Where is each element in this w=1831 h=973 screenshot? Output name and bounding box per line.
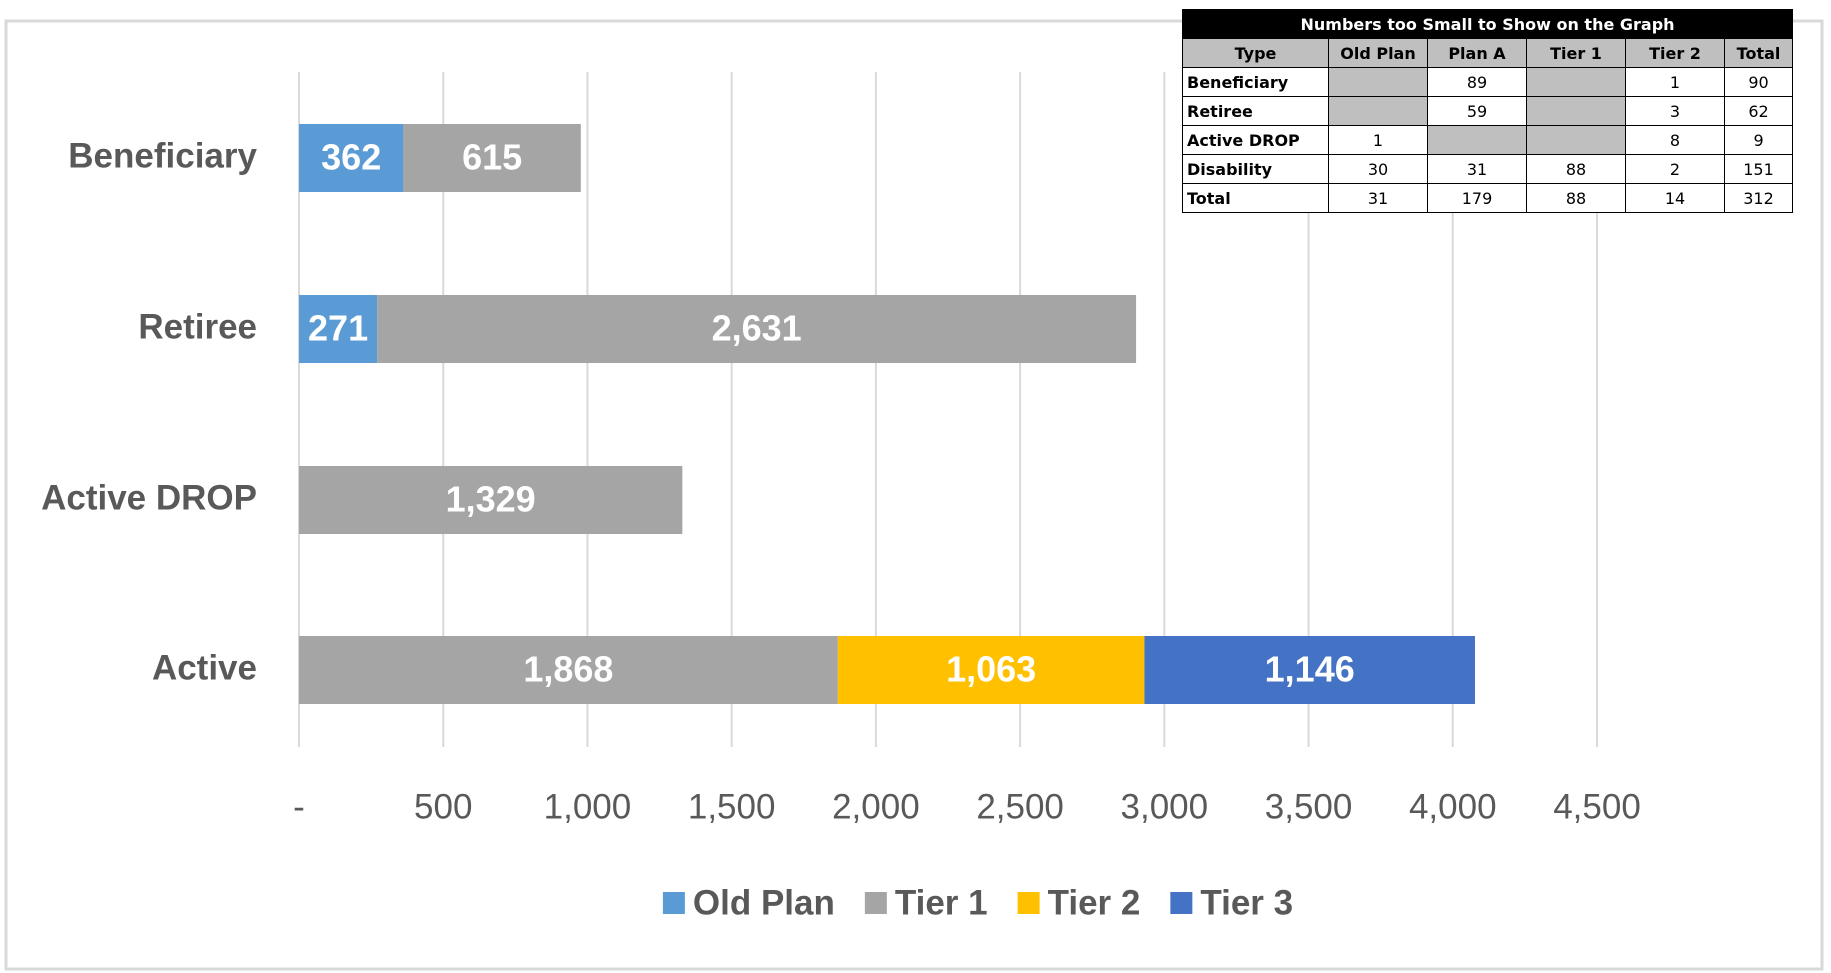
x-tick-label: 500: [414, 787, 472, 826]
table-cell: 151: [1723, 154, 1794, 184]
data-label: 1,146: [1265, 649, 1355, 690]
row-label: Disability: [1182, 154, 1329, 184]
y-tick-label: Active: [152, 648, 257, 687]
header-cell: Total: [1723, 38, 1794, 68]
header-cell: Old Plan: [1328, 38, 1428, 68]
row-label: Total: [1182, 183, 1329, 213]
legend-label: Old Plan: [693, 883, 835, 922]
table-row: Disability 30 31 88 2 151: [1182, 154, 1794, 184]
data-label: 1,063: [946, 649, 1036, 690]
table-cell: 2: [1625, 154, 1725, 184]
table-cell: 179: [1427, 183, 1527, 213]
x-tick-label: 3,500: [1265, 787, 1353, 826]
y-tick-label: Active DROP: [41, 478, 257, 517]
x-tick-label: 3,000: [1121, 787, 1209, 826]
table-row: Active DROP 1 8 9: [1182, 125, 1794, 155]
table-cell: 31: [1328, 183, 1428, 213]
table-cell: 31: [1427, 154, 1527, 184]
table-cell: 59: [1427, 96, 1527, 126]
legend-swatch: [662, 892, 685, 914]
blank-cell: [1526, 96, 1626, 126]
legend-label: Tier 1: [895, 883, 988, 922]
row-label: Active DROP: [1182, 125, 1329, 155]
table-cell: 90: [1723, 67, 1794, 97]
data-label: 615: [462, 137, 522, 178]
y-tick-label: Retiree: [138, 307, 257, 346]
table-cell: 88: [1526, 154, 1626, 184]
table-cell: 89: [1427, 67, 1527, 97]
small-numbers-table: Numbers too Small to Show on the Graph T…: [1181, 9, 1794, 213]
blank-cell: [1526, 67, 1626, 97]
table-cell: 312: [1723, 183, 1794, 213]
x-tick-label: 1,500: [688, 787, 776, 826]
bar-segment: [377, 295, 1137, 363]
x-tick-label: 4,500: [1553, 787, 1641, 826]
data-label: 1,329: [446, 479, 536, 520]
bar-segment: [299, 636, 838, 704]
table-header-row: Type Old Plan Plan A Tier 1 Tier 2 Total: [1182, 38, 1794, 68]
legend-label: Tier 2: [1048, 883, 1141, 922]
table-cell: 1: [1625, 67, 1725, 97]
table-title: Numbers too Small to Show on the Graph: [1181, 9, 1794, 39]
x-tick-label: 4,000: [1409, 787, 1497, 826]
table-cell: 62: [1723, 96, 1794, 126]
data-label: 2,631: [712, 308, 802, 349]
header-cell: Type: [1182, 38, 1329, 68]
data-label: 1,868: [523, 649, 613, 690]
table-row: Retiree 59 3 62: [1182, 96, 1794, 126]
bar-segment: [299, 295, 378, 363]
row-label: Retiree: [1182, 96, 1329, 126]
table-cell: 3: [1625, 96, 1725, 126]
blank-cell: [1526, 125, 1626, 155]
table-cell: 9: [1723, 125, 1794, 155]
header-cell: Tier 1: [1526, 38, 1626, 68]
table-cell: 1: [1328, 125, 1428, 155]
table-cell: 88: [1526, 183, 1626, 213]
table-cell: 30: [1328, 154, 1428, 184]
blank-cell: [1328, 96, 1428, 126]
bar-segment: [403, 124, 581, 192]
table-cell: 8: [1625, 125, 1725, 155]
row-label: Beneficiary: [1182, 67, 1329, 97]
x-tick-label: 1,000: [544, 787, 632, 826]
data-label: 362: [321, 137, 381, 178]
x-tick-label: 2,000: [832, 787, 920, 826]
y-tick-label: Beneficiary: [68, 136, 257, 175]
table-row: Beneficiary 89 1 90: [1182, 67, 1794, 97]
x-tick-label: 2,500: [976, 787, 1064, 826]
legend-swatch: [864, 892, 887, 914]
legend-label: Tier 3: [1200, 883, 1293, 922]
header-cell: Plan A: [1427, 38, 1527, 68]
bar-segment: [299, 466, 683, 534]
bar-segment: [299, 124, 404, 192]
legend-swatch: [1170, 892, 1193, 914]
x-tick-label: -: [293, 787, 305, 826]
table-row: Total 31 179 88 14 312: [1182, 183, 1794, 213]
blank-cell: [1328, 67, 1428, 97]
bar-segment: [837, 636, 1145, 704]
table-cell: 14: [1625, 183, 1725, 213]
blank-cell: [1427, 125, 1527, 155]
header-cell: Tier 2: [1625, 38, 1725, 68]
data-label: 271: [308, 308, 368, 349]
legend-swatch: [1017, 892, 1040, 914]
bar-segment: [1144, 636, 1475, 704]
